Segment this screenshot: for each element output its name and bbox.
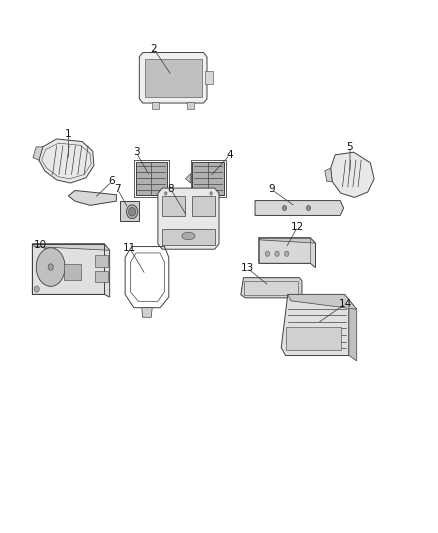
Polygon shape: [33, 147, 43, 160]
Polygon shape: [281, 294, 349, 356]
Text: 7: 7: [114, 184, 121, 195]
Bar: [32, 244, 104, 294]
Text: 1: 1: [65, 128, 72, 139]
Text: 14: 14: [339, 298, 352, 309]
Text: 5: 5: [346, 142, 353, 152]
Bar: [192, 163, 224, 195]
Ellipse shape: [127, 205, 138, 219]
Polygon shape: [331, 152, 374, 197]
Bar: [145, 59, 202, 96]
Text: 6: 6: [109, 176, 115, 187]
Circle shape: [164, 191, 167, 196]
Polygon shape: [241, 278, 302, 298]
Text: 4: 4: [226, 150, 233, 160]
Circle shape: [285, 251, 289, 256]
Bar: [205, 71, 213, 84]
Bar: [64, 264, 81, 280]
Polygon shape: [349, 300, 357, 361]
Polygon shape: [68, 190, 117, 205]
Bar: [244, 281, 298, 295]
Bar: [162, 229, 215, 245]
Polygon shape: [142, 308, 152, 317]
Polygon shape: [32, 244, 110, 297]
Text: 11: 11: [123, 243, 136, 253]
Circle shape: [34, 286, 39, 292]
Bar: [136, 163, 167, 195]
Circle shape: [275, 251, 279, 256]
Polygon shape: [185, 173, 191, 183]
Ellipse shape: [182, 232, 195, 240]
Bar: [187, 102, 194, 109]
Circle shape: [209, 191, 213, 196]
Bar: [152, 102, 159, 109]
Polygon shape: [259, 238, 315, 268]
Text: 8: 8: [168, 184, 174, 195]
Circle shape: [265, 251, 270, 256]
Text: 13: 13: [241, 263, 254, 273]
Text: 2: 2: [150, 44, 157, 53]
Polygon shape: [325, 168, 332, 181]
Polygon shape: [259, 238, 315, 243]
Circle shape: [306, 205, 311, 211]
Polygon shape: [158, 188, 219, 249]
Circle shape: [283, 205, 287, 211]
Ellipse shape: [36, 248, 65, 286]
Bar: [259, 238, 310, 263]
Text: 10: 10: [34, 240, 47, 250]
Bar: [120, 201, 139, 221]
Bar: [286, 327, 341, 350]
Bar: [191, 160, 226, 197]
Ellipse shape: [48, 264, 53, 270]
Text: 9: 9: [268, 184, 275, 195]
Bar: [95, 255, 108, 266]
Polygon shape: [288, 294, 357, 309]
Bar: [134, 160, 169, 197]
Bar: [192, 196, 215, 216]
Polygon shape: [39, 139, 94, 183]
Polygon shape: [139, 53, 207, 103]
Text: 12: 12: [291, 222, 304, 232]
Bar: [95, 271, 108, 282]
Polygon shape: [255, 200, 344, 215]
Bar: [162, 196, 185, 216]
Polygon shape: [32, 244, 110, 251]
Text: 3: 3: [133, 147, 139, 157]
Ellipse shape: [129, 207, 136, 216]
